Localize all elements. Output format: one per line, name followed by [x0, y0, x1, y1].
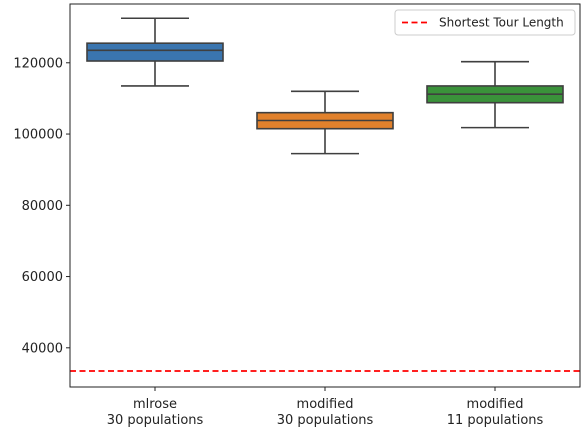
boxes	[86, 17, 564, 155]
y-tick-label: 80000	[22, 199, 63, 214]
y-axis: 40000 60000 80000 100000 120000	[13, 56, 70, 356]
x-tick-label: modified 30 populations	[277, 397, 374, 428]
box-group	[256, 90, 394, 155]
box-iqr	[86, 42, 224, 62]
y-tick-label: 60000	[22, 270, 63, 285]
y-tick-label: 40000	[22, 341, 63, 356]
x-axis: mlrose 30 populations modified 30 populatio…	[107, 387, 544, 428]
y-tick-label: 100000	[13, 128, 63, 143]
x-tick-label: modified 11 populations	[447, 397, 544, 428]
legend-label: Shortest Tour Length	[439, 16, 564, 30]
box-group	[426, 60, 564, 129]
legend: Shortest Tour Length	[394, 9, 576, 36]
legend-box	[394, 9, 576, 36]
y-tick-label: 120000	[13, 56, 63, 71]
plot-frame	[69, 3, 581, 388]
box-group	[86, 17, 224, 87]
x-tick-label: mlrose 30 populations	[107, 397, 204, 428]
